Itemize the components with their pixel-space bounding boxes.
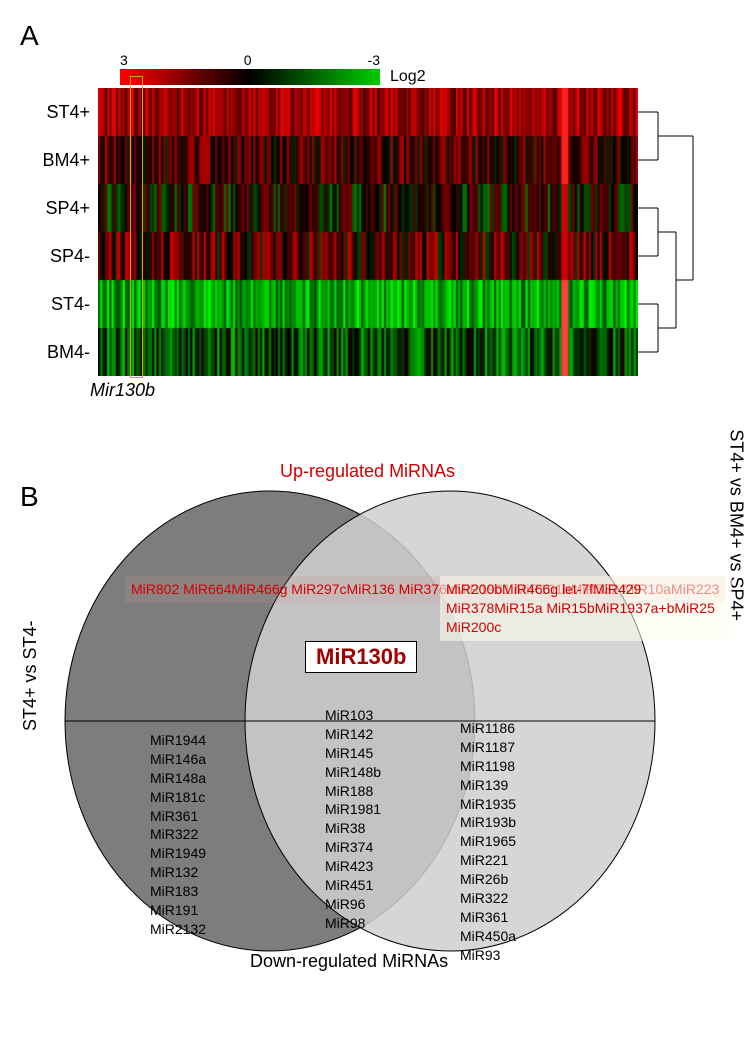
- mir-item: MiR132: [150, 863, 206, 882]
- mir-item: MiR148b: [325, 763, 381, 782]
- mir-item: MiR374: [325, 838, 381, 857]
- panel-a: A 3 0 -3 Log2 ST4+ BM4+ SP4+ SP4- ST4- BM4- M…: [20, 20, 732, 401]
- mir-item: MiR802 MiR664: [131, 581, 231, 597]
- mir-item: MiR193b: [460, 813, 516, 832]
- mir-item: MiR200b: [446, 581, 502, 597]
- mir-item: MiR98: [325, 914, 381, 933]
- panel-b: B Up-regulated MiRNAs ST4+ vs ST4- ST4+ …: [20, 441, 732, 971]
- mir-item: MiR139: [460, 776, 516, 795]
- mir-item: MiR1186: [460, 719, 516, 738]
- panel-a-label: A: [20, 20, 39, 51]
- mir-item: MiR322: [460, 889, 516, 908]
- mir-item: MiR1965: [460, 832, 516, 851]
- mir-item: MiR423: [325, 857, 381, 876]
- colorbar-row: Log2: [120, 68, 732, 86]
- heatmap-row-label: SP4-: [20, 246, 90, 267]
- mir-item: MiR466g MiR297c: [231, 581, 346, 597]
- heatmap-row-label: ST4+: [20, 102, 90, 123]
- colorbar-tick-mid: 0: [244, 52, 252, 68]
- mir-item: MiR181c: [150, 788, 206, 807]
- mir-item: MiR26b: [460, 870, 516, 889]
- mir-item: MiR1937a+b: [595, 600, 675, 616]
- mir-item: MiR136 MiR376a: [347, 581, 455, 597]
- mir-item: MiR93: [460, 946, 516, 965]
- mir-item: MiR148a: [150, 769, 206, 788]
- mir-item: MiR361: [460, 908, 516, 927]
- mir-item: MiR15a MiR15b: [494, 600, 594, 616]
- colorbar: [120, 69, 380, 85]
- mir-item: MiR1949: [150, 844, 206, 863]
- mir-item: MiR96: [325, 895, 381, 914]
- mir-item: MiR38: [325, 819, 381, 838]
- mir130b-center: MiR130b: [305, 641, 417, 673]
- mir-item: MiR188: [325, 782, 381, 801]
- mir-item: MiR191: [150, 901, 206, 920]
- mir-item: MiR450a: [460, 927, 516, 946]
- heatmap-area: ST4+ BM4+ SP4+ SP4- ST4- BM4-: [20, 88, 732, 376]
- heatmap-row-label: ST4-: [20, 294, 90, 315]
- mir-item: MiR103: [325, 706, 381, 725]
- mir-item: MiR1944: [150, 731, 206, 750]
- mir-item: MiR146a: [150, 750, 206, 769]
- down-left-list: MiR1944MiR146aMiR148aMiR181cMiR361MiR322…: [150, 731, 206, 939]
- mir-item: MiR361: [150, 807, 206, 826]
- mir-item: MiR145: [325, 744, 381, 763]
- mir-item: MiR1187: [460, 738, 516, 757]
- up-right-list: MiR200bMiR466g let-7fMiR429 MiR378MiR15a…: [440, 576, 732, 641]
- dendrogram: [638, 88, 698, 376]
- mir-item: MiR451: [325, 876, 381, 895]
- mir-item: MiR466g let-7f: [502, 581, 593, 597]
- log2-label: Log2: [390, 68, 426, 86]
- down-center-list: MiR103MiR142MiR145MiR148bMiR188MiR1981Mi…: [325, 706, 381, 933]
- colorbar-tick-left: 3: [120, 52, 128, 68]
- heatmap-canvas: [98, 88, 638, 376]
- colorbar-ticks: 3 0 -3: [120, 52, 380, 68]
- mir-item: MiR322: [150, 825, 206, 844]
- mir-item: MiR142: [325, 725, 381, 744]
- mir-item: MiR1935: [460, 795, 516, 814]
- mir-item: MiR1981: [325, 800, 381, 819]
- heatmap-row-label: BM4-: [20, 342, 90, 363]
- mir-item: MiR1198: [460, 757, 516, 776]
- heatmap-row-label: BM4+: [20, 150, 90, 171]
- mir-item: MiR183: [150, 882, 206, 901]
- mir-item: MiR221: [460, 851, 516, 870]
- down-regulated-title: Down-regulated MiRNAs: [250, 951, 448, 972]
- side-label-left: ST4+ vs ST4-: [20, 620, 41, 731]
- mir130b-label: Mir130b: [90, 380, 732, 401]
- down-right-list: MiR1186MiR1187MiR1198MiR139MiR1935MiR193…: [460, 719, 516, 965]
- mir-item: MiR2132: [150, 920, 206, 939]
- colorbar-tick-right: -3: [368, 52, 380, 68]
- heatmap-row-label: SP4+: [20, 198, 90, 219]
- heatmap-row-labels: ST4+ BM4+ SP4+ SP4- ST4- BM4-: [20, 88, 98, 376]
